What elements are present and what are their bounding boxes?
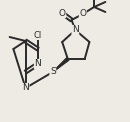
Text: S: S — [50, 67, 56, 76]
Text: Cl: Cl — [34, 30, 42, 40]
Polygon shape — [53, 58, 69, 72]
Text: N: N — [22, 83, 29, 92]
Text: O: O — [79, 10, 86, 19]
Text: N: N — [72, 25, 79, 35]
Text: N: N — [34, 60, 41, 68]
Text: O: O — [59, 9, 66, 17]
